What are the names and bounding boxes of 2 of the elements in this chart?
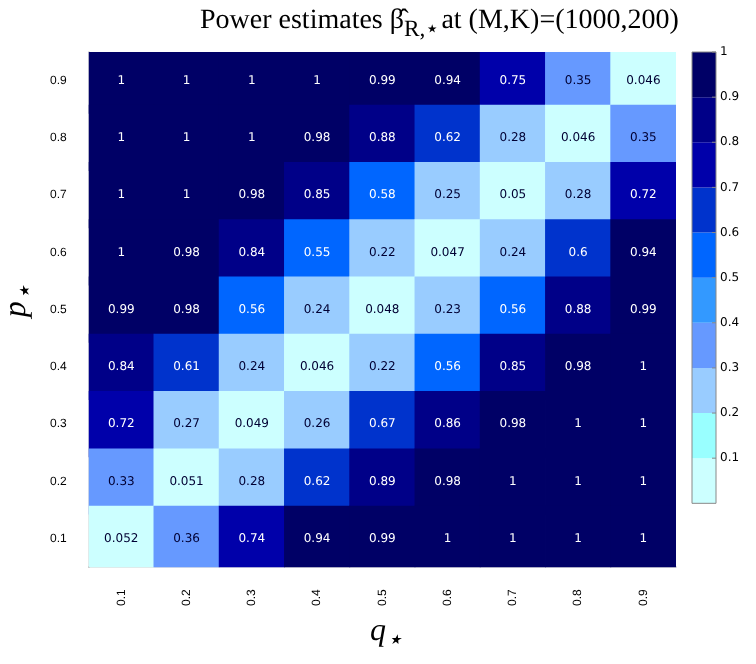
chart-title: Power estimates β̂$_{R,⋆}$at (M,K)=(1000,200) [200,6,681,42]
x-axis-title: q$_{⋆}$ [370,613,402,656]
